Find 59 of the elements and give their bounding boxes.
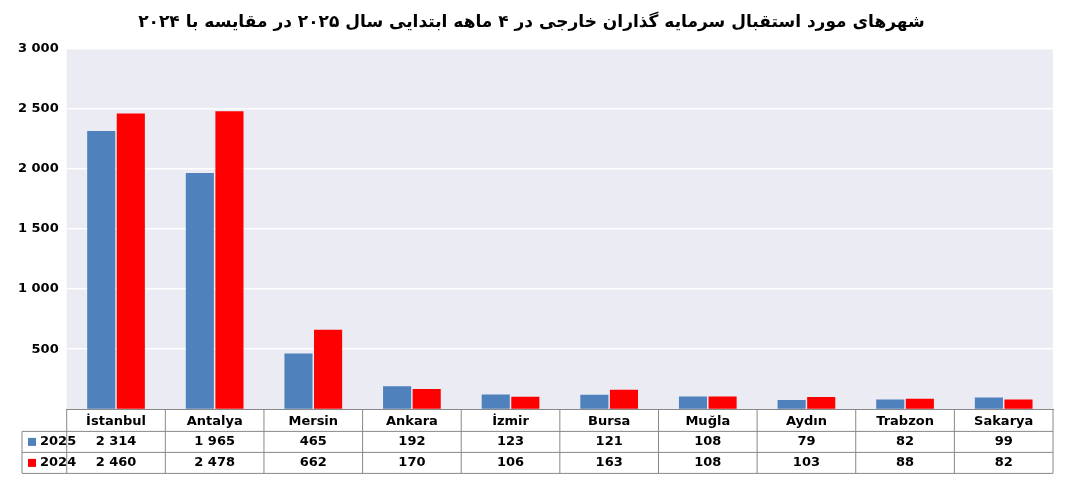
text: 103	[792, 454, 820, 470]
bar	[215, 111, 244, 409]
text: 2 314	[95, 433, 137, 449]
y-tick-label: 2 500	[17, 99, 59, 115]
text: 163	[595, 454, 623, 470]
text: 106	[496, 454, 525, 470]
text: 2 460	[95, 454, 137, 470]
x-tick-label: Bursa	[588, 412, 631, 428]
text: 170	[398, 454, 426, 470]
bar	[383, 386, 412, 409]
text: 82	[896, 433, 915, 449]
x-tick-label: Antalya	[186, 412, 243, 428]
x-tick-label: Mersin	[288, 412, 339, 428]
bar	[708, 396, 737, 409]
x-tick-label: Sakarya	[974, 412, 1034, 428]
text: 123	[496, 433, 525, 449]
x-tick-label: Trabzon	[876, 412, 934, 428]
text: 82	[994, 454, 1013, 470]
legend-label: 2025	[40, 433, 77, 449]
y-tick-label: 1 500	[17, 220, 59, 236]
y-tick-label: 2 000	[17, 160, 59, 176]
legend-label: 2024	[40, 454, 77, 470]
bar	[905, 398, 934, 409]
chart-title: شهرهای مورد استقبال سرمایه گذاران خارجی در ۴ ماهه ابتدایی سال ۲۰۲۵ در مقایسه با ۲۰۲۴	[138, 10, 925, 32]
bar	[876, 399, 905, 409]
text: 192	[398, 433, 426, 449]
bar	[185, 172, 214, 409]
bar	[412, 388, 441, 409]
text: 99	[994, 433, 1013, 449]
bar	[580, 394, 609, 409]
x-tick-label: Muğla	[685, 412, 731, 428]
y-tick-label: 1 000	[17, 280, 59, 296]
bar	[87, 130, 116, 409]
bar	[481, 394, 510, 409]
bar	[777, 399, 806, 409]
text: 2 478	[194, 454, 236, 470]
bar	[511, 396, 540, 409]
bar	[314, 329, 343, 409]
text: 1 965	[194, 433, 236, 449]
y-tick-label: 3 000	[17, 39, 59, 55]
bar	[609, 389, 639, 409]
text: 88	[896, 454, 915, 470]
text: 79	[797, 433, 816, 449]
text: 121	[595, 433, 623, 449]
bar	[807, 397, 836, 409]
bar	[116, 113, 145, 409]
text: 662	[299, 454, 327, 470]
bar	[678, 396, 708, 409]
text: 108	[694, 454, 722, 470]
x-tick-label: Aydın	[785, 412, 827, 428]
text: 108	[694, 433, 722, 449]
text: 465	[299, 433, 327, 449]
x-tick-label: Ankara	[385, 412, 438, 428]
y-tick-label: 500	[31, 340, 59, 356]
bar	[974, 397, 1003, 409]
bar	[284, 353, 313, 409]
bar	[1004, 399, 1033, 409]
x-tick-label: İzmir	[492, 412, 530, 428]
x-tick-label: İstanbul	[86, 412, 146, 428]
